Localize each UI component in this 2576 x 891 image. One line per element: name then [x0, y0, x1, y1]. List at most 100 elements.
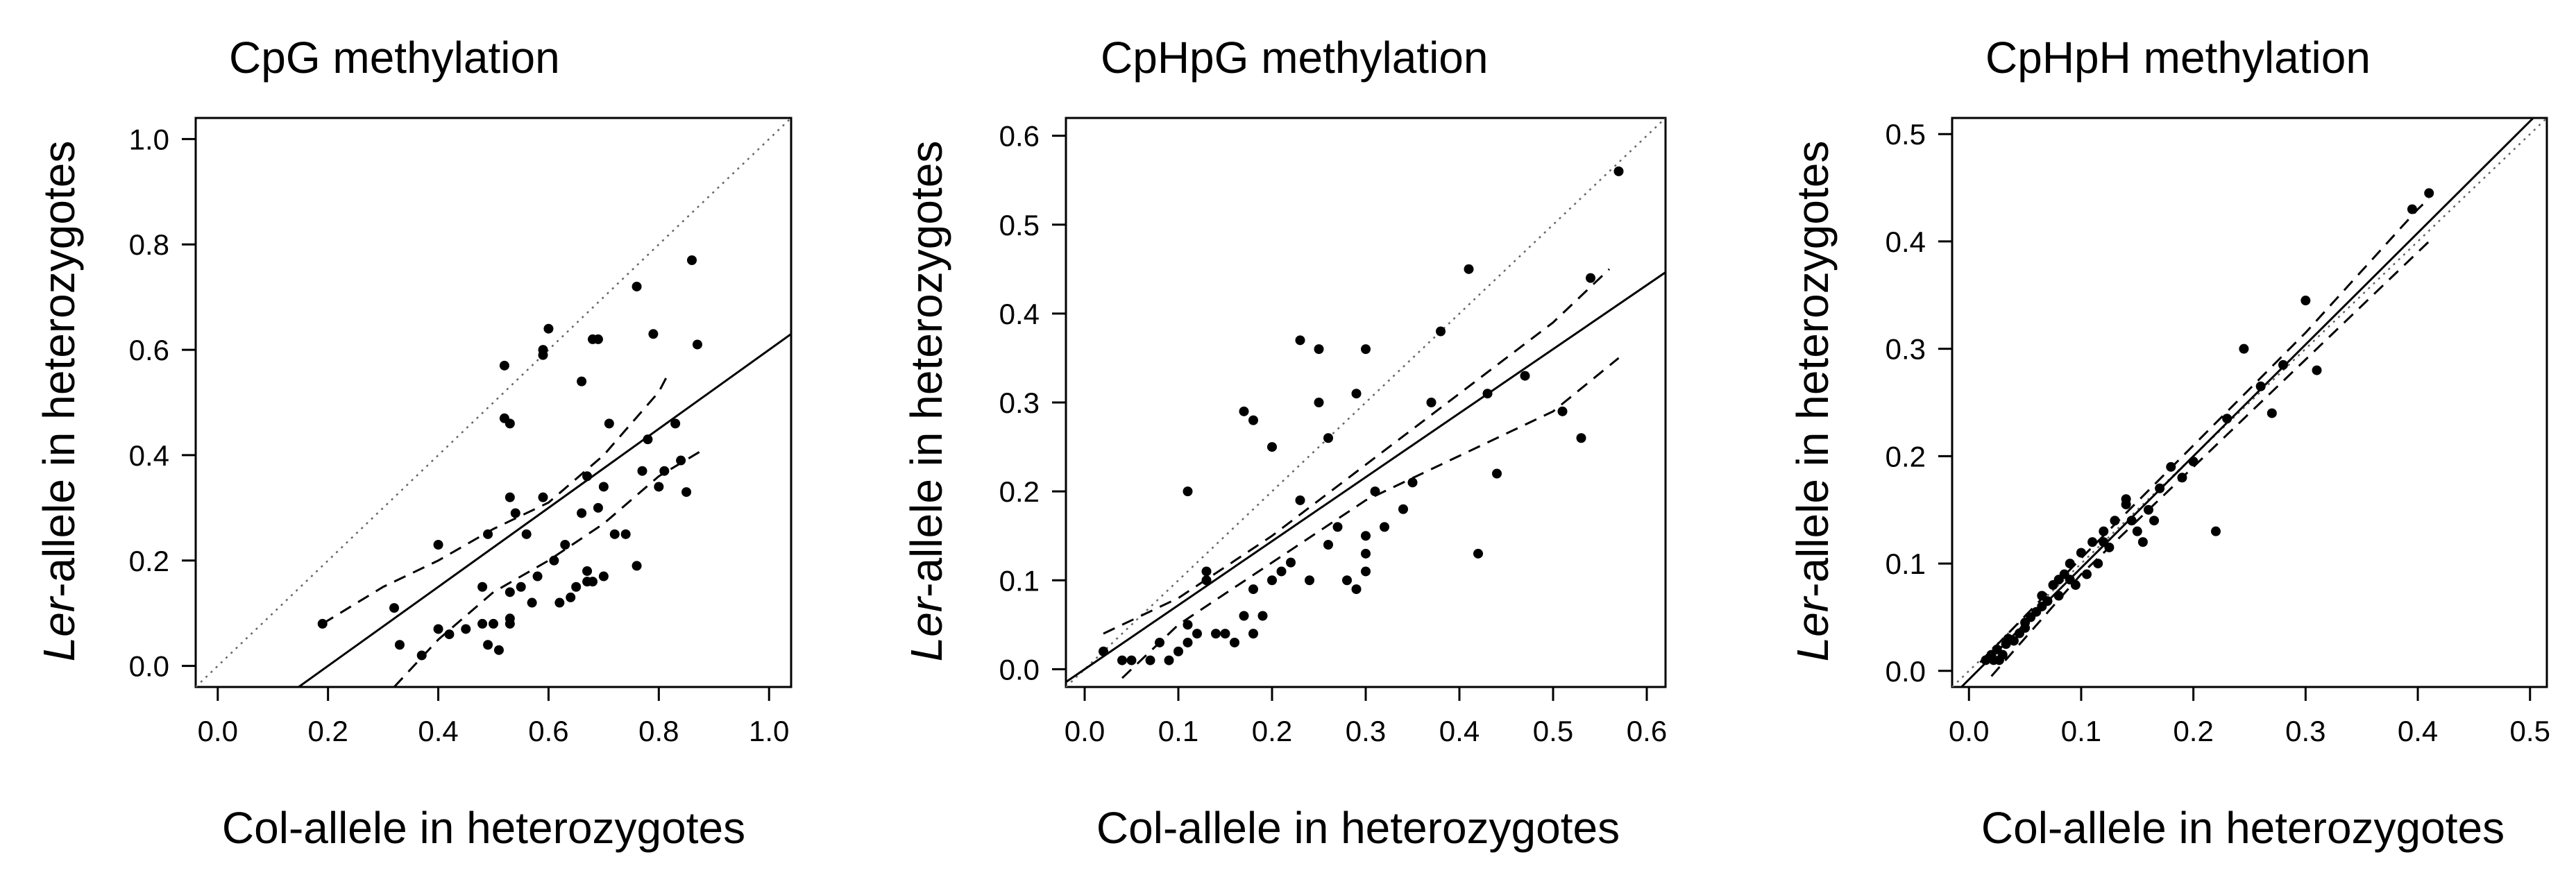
panel-cphpg-y-axis-label-rest: -allele in heterozygotes	[901, 141, 951, 597]
panel-cpg-data-point	[433, 540, 443, 550]
panel-cphph-identity-line	[1952, 118, 2547, 687]
panel-cphph-data-point	[2099, 537, 2109, 548]
panel-cphpg-data-point	[1464, 264, 1474, 274]
panel-cpg-data-point	[499, 360, 509, 371]
panel-cpg-data-point	[582, 566, 593, 576]
panel-cpg-data-point	[505, 492, 515, 502]
panel-cpg-x-tick-label: 0.4	[418, 715, 458, 747]
panel-cphpg-data-point	[1286, 557, 1296, 568]
panel-cpg-data-point	[609, 529, 620, 539]
panel-cpg-fit-line	[296, 333, 791, 687]
panel-cphph-data-point	[2093, 559, 2103, 569]
panel-cpg-data-point	[510, 508, 520, 518]
panel-cpg-y-axis-label-italic: Ler	[34, 595, 84, 661]
panel-cpg-data-point	[433, 624, 443, 634]
panel-cphph-y-tick-label: 0.0	[1886, 655, 1926, 688]
panel-cpg-data-point	[681, 487, 692, 498]
panel-cphpg-data-point	[1342, 575, 1352, 586]
panel-cpg-x-tick-label: 0.2	[307, 715, 348, 747]
panel-cpg-data-point	[588, 577, 598, 587]
panel-cpg-data-point	[593, 334, 603, 344]
panel-cphpg-data-point	[1099, 646, 1108, 656]
panel-cphpg-x-tick-label: 0.3	[1346, 715, 1386, 747]
panel-cphpg-x-tick-label: 0.2	[1252, 715, 1292, 747]
panel-cphph-data-point	[2166, 461, 2176, 472]
panel-cphpg-data-point	[1117, 655, 1127, 665]
panel-cpg-data-point	[505, 618, 515, 629]
panel-cphph-data-point	[2137, 537, 2148, 548]
panel-cpg-title: CpG methylation	[229, 33, 560, 83]
panel-cphpg-plot: 0.0 0.1 0.2 0.3 0.4 0.5 0.6 0.0 0.1 0.2 0.3 0.4 0.5 0…	[999, 117, 1667, 747]
panel-cphpg: CpHpG methylation 0.0 0.1 0.2 0.3 0.4 0.5 0.60…	[901, 33, 1667, 853]
panel-cphph-data-point	[2278, 359, 2289, 370]
panel-cpg: CpG methylation 0.0 0.2 0.4 0.6 0.8 1.0 0.0 0.2…	[34, 33, 793, 853]
panel-cphph-data-point	[2082, 569, 2092, 579]
panel-cpg-x-tick-label: 0.8	[638, 715, 679, 747]
panel-cphph-data-point	[2300, 296, 2311, 306]
panel-cpg-data-point	[477, 618, 488, 629]
panel-cphpg-data-point	[1361, 566, 1371, 577]
panel-cphph-plot-frame	[1951, 117, 2548, 688]
panel-cphpg-data-point	[1230, 637, 1239, 647]
panel-cpg-data-point	[582, 471, 593, 482]
panel-cphpg-data-point	[1305, 575, 1314, 586]
panel-cphph-data-point	[2210, 526, 2221, 536]
panel-cpg-data-point	[483, 640, 493, 650]
panel-cphph-data-point	[2020, 618, 2031, 628]
panel-cphpg-data-point	[1361, 548, 1371, 559]
panel-cphpg-data-point	[1426, 398, 1437, 407]
panel-cpg-data-point	[604, 418, 614, 429]
panel-cpg-data-point	[543, 323, 554, 334]
panel-cphpg-data-point	[1155, 637, 1164, 647]
panel-cpg-x-tick-label: 0.6	[528, 715, 568, 747]
panel-cphpg-identity-line	[1066, 118, 1666, 687]
panel-cpg-data-point	[505, 587, 515, 597]
panel-cphpg-x-tick-label: 0.6	[1627, 715, 1667, 747]
panel-cphpg-data-point	[1239, 611, 1249, 621]
panel-cpg-data-point	[493, 645, 504, 655]
panel-cpg-y-tick-label: 0.6	[129, 334, 169, 366]
panel-cphph-x-tick-label: 0.2	[2173, 715, 2213, 747]
panel-cphpg-data-point	[1239, 406, 1249, 416]
panel-cphpg-data-point	[1164, 655, 1174, 665]
panel-cpg-y-tick-label: 0.4	[129, 439, 169, 472]
panel-cphph-data-point	[2087, 537, 2098, 548]
panel-cpg-data-point	[521, 529, 532, 539]
panel-cphpg-data-point	[1398, 504, 1408, 514]
panel-cphpg-data-point	[1351, 389, 1362, 399]
panel-cphph-data-point	[2407, 204, 2417, 214]
panel-cphpg-data-point	[1407, 477, 1418, 488]
panel-cphpg-data-point	[1211, 629, 1221, 639]
panel-cphph-data-point	[2132, 526, 2142, 536]
panel-cphph-data-point	[2008, 636, 2019, 646]
panel-cphpg-title: CpHpG methylation	[1101, 33, 1488, 83]
panel-cphpg-data-point	[1201, 575, 1212, 586]
panel-cphpg-data-point	[1576, 433, 1586, 443]
panel-cphpg-data-point	[1248, 415, 1258, 425]
panel-cphph-x-tick-label: 0.3	[2285, 715, 2325, 747]
panel-cpg-y-axis-label: Ler-allele in heterozygotes	[34, 141, 84, 662]
panel-cphpg-y-tick-label: 0.5	[999, 209, 1040, 241]
panel-cphph-data-point	[2239, 343, 2249, 354]
panel-cphph-confidence-band-lower	[1990, 240, 2430, 677]
panel-cphpg-data-point	[1557, 406, 1568, 416]
panel-cphpg-y-tick-label: 0.6	[999, 120, 1040, 153]
panel-cphph-data-point	[2037, 601, 2047, 611]
panel-cphph-data-point	[2155, 483, 2165, 493]
panel-cphpg-data-point	[1295, 335, 1305, 346]
panel-cphpg-y-tick-label: 0.1	[999, 564, 1040, 597]
panel-cpg-data-point	[643, 434, 653, 445]
panel-cphph-data-point	[2065, 559, 2075, 569]
panel-cpg-data-point	[560, 540, 570, 550]
panel-cpg-data-point	[477, 582, 488, 592]
panel-cphph-y-axis-label-rest: -allele in heterozygotes	[1788, 141, 1838, 597]
panel-cpg-x-tick-label: 1.0	[749, 715, 789, 747]
panel-cpg-data-point	[549, 555, 559, 566]
panel-cphph-data-point	[2065, 575, 2075, 585]
panel-cphpg-data-point	[1361, 531, 1371, 541]
panel-cphph-x-tick-label: 0.1	[2061, 715, 2101, 747]
panel-cphpg-data-point	[1380, 522, 1389, 532]
panel-cphpg-data-point	[1613, 166, 1624, 176]
panel-cpg-data-point	[416, 650, 427, 661]
